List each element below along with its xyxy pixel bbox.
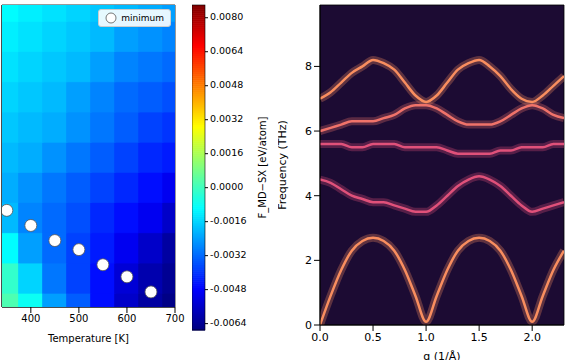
svg-text:600: 600 <box>117 313 136 324</box>
svg-text:0.0000: 0.0000 <box>210 181 243 192</box>
svg-text:4: 4 <box>305 190 312 203</box>
svg-text:0.5: 0.5 <box>364 331 382 344</box>
svg-text:-0.0016: -0.0016 <box>210 215 247 226</box>
svg-text:F_MD−SX [eV/atom]: F_MD−SX [eV/atom] <box>257 116 269 218</box>
svg-text:Frequency (THz): Frequency (THz) <box>278 120 289 210</box>
html-text:minimum: minimum <box>121 13 164 23</box>
svg-text:-0.0064: -0.0064 <box>210 317 247 328</box>
svg-text:0: 0 <box>305 319 312 332</box>
svg-text:q (1/Å): q (1/Å) <box>423 350 460 360</box>
svg-text:0.0032: 0.0032 <box>210 113 243 124</box>
svg-text:700: 700 <box>165 313 184 324</box>
svg-text:1.5: 1.5 <box>470 331 488 344</box>
svg-text:0.0048: 0.0048 <box>210 79 243 90</box>
svg-text:2: 2 <box>305 254 312 267</box>
svg-text:0.0080: 0.0080 <box>210 11 243 22</box>
svg-text:0.0: 0.0 <box>311 331 329 344</box>
svg-text:0.0064: 0.0064 <box>210 45 243 56</box>
svg-text:1.0: 1.0 <box>417 331 435 344</box>
svg-text:8: 8 <box>305 60 312 73</box>
svg-text:2.0: 2.0 <box>523 331 541 344</box>
svg-text:0.0016: 0.0016 <box>210 147 243 158</box>
svg-text:-0.0048: -0.0048 <box>210 283 247 294</box>
svg-text:6: 6 <box>305 125 312 138</box>
svg-text:Temperature [K]: Temperature [K] <box>47 333 129 344</box>
svg-text:400: 400 <box>21 313 40 324</box>
svg-text:-0.0032: -0.0032 <box>210 249 247 260</box>
svg-text:500: 500 <box>69 313 88 324</box>
